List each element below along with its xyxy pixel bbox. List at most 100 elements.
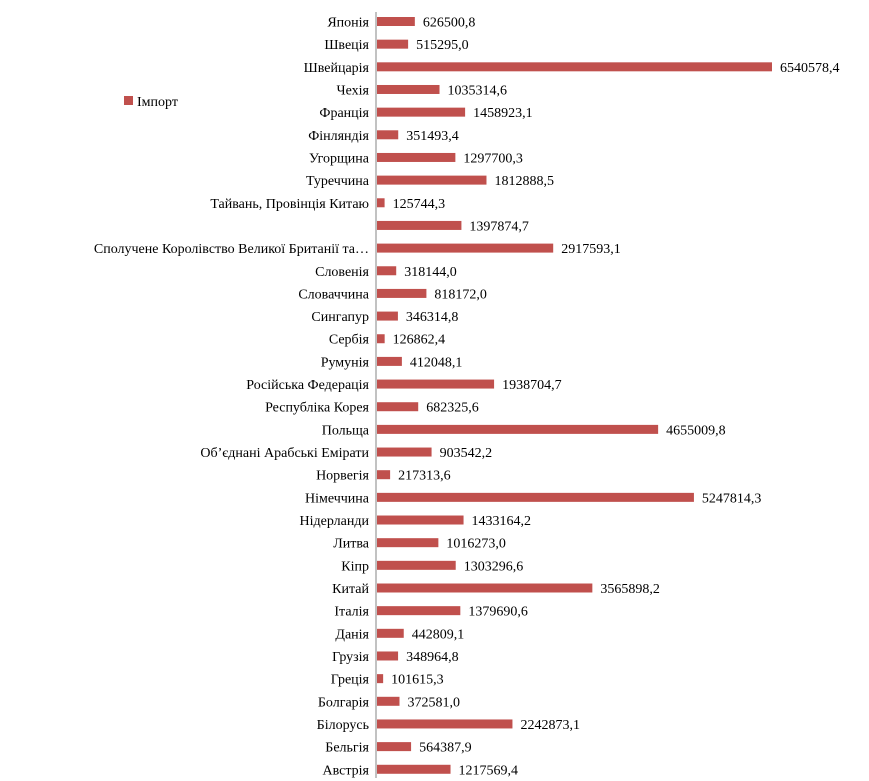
bar-value-label: 3565898,2 [600, 582, 660, 597]
bar-value-label: 1458923,1 [473, 106, 533, 121]
legend-swatch [124, 96, 133, 105]
category-label: Чехія [337, 83, 370, 98]
bar-value-label: 1217569,4 [459, 763, 519, 778]
bar-value-label: 818172,0 [434, 287, 487, 302]
bar-value-label: 5247814,3 [702, 491, 762, 506]
value-labels: 626500,8515295,06540578,41035314,6145892… [391, 16, 839, 779]
bar-value-label: 217313,6 [398, 469, 451, 484]
bar-value-label: 412048,1 [410, 355, 463, 370]
category-label: Сингапур [311, 310, 369, 325]
bar [377, 289, 426, 298]
bar [377, 40, 408, 49]
category-labels: Японія Швеція Швейцарія Чехія Франція Фінлянд… [94, 16, 370, 779]
category-label: Нідерланди [300, 514, 370, 529]
category-label: Японія [327, 16, 369, 31]
bar [377, 561, 456, 570]
bar-value-label: 564387,9 [419, 741, 472, 756]
bar-value-label: 1397874,7 [469, 219, 529, 234]
category-label: Болгарія [318, 695, 370, 710]
bar [377, 312, 398, 321]
bar [377, 176, 486, 185]
bar [377, 674, 383, 683]
bar-value-label: 4655009,8 [666, 423, 726, 438]
bar [377, 402, 418, 411]
bar-value-label: 903542,2 [440, 446, 493, 461]
category-label: Сербія [329, 333, 370, 348]
bar [377, 606, 460, 615]
bar [377, 493, 694, 502]
bar-value-label: 1303296,6 [464, 559, 523, 574]
category-label: Туреччина [306, 174, 370, 189]
bar-value-label: 1938704,7 [502, 378, 561, 393]
bar [377, 697, 400, 706]
bar-value-label: 2242873,1 [520, 718, 580, 733]
category-label: Угорщина [309, 151, 370, 166]
bar [377, 448, 432, 457]
bar [377, 198, 385, 207]
category-label: Австрія [323, 763, 370, 778]
bar [377, 538, 438, 547]
category-label: Грузія [332, 650, 369, 665]
bar-value-label: 1433164,2 [472, 514, 532, 529]
category-label: Італія [334, 605, 369, 620]
category-label: Німеччина [305, 491, 370, 506]
bar [377, 130, 398, 139]
bar-value-label: 351493,4 [406, 129, 459, 144]
category-label: Греція [331, 673, 370, 688]
bar-value-label: 125744,3 [393, 197, 446, 212]
bar [377, 742, 411, 751]
category-label: Китай [332, 582, 369, 597]
category-label: Російська Федерація [246, 378, 369, 393]
bar-value-label: 442809,1 [412, 627, 465, 642]
category-label: Фінляндія [308, 129, 369, 144]
bar [377, 651, 398, 660]
category-label: Бельгія [325, 741, 369, 756]
bar [377, 85, 440, 94]
bar [377, 334, 385, 343]
bar [377, 629, 404, 638]
bar [377, 244, 553, 253]
bar-value-label: 101615,3 [391, 673, 444, 688]
bar [377, 153, 455, 162]
bar [377, 584, 592, 593]
category-label: Румунія [321, 355, 370, 370]
bar [377, 425, 658, 434]
category-label: Франція [319, 106, 369, 121]
category-label: Швеція [324, 38, 369, 53]
bar [377, 108, 465, 117]
bar-value-label: 372581,0 [408, 695, 461, 710]
bar-value-label: 1379690,6 [468, 605, 528, 620]
category-label: Сполучене Королівство Великої Британії т… [94, 242, 369, 257]
bar-value-label: 515295,0 [416, 38, 469, 53]
bar-value-label: 6540578,4 [780, 61, 840, 76]
bar-value-label: 1035314,6 [448, 83, 508, 98]
bar [377, 62, 772, 71]
bar [377, 266, 396, 275]
category-label: Республіка Корея [265, 401, 369, 416]
category-label: Білорусь [317, 718, 369, 733]
bar [377, 380, 494, 389]
legend: Імпорт [124, 95, 178, 110]
bar [377, 470, 390, 479]
bar [377, 765, 451, 774]
bar [377, 516, 464, 525]
bar-value-label: 2917593,1 [561, 242, 621, 257]
legend-label: Імпорт [137, 95, 178, 110]
bar-value-label: 318144,0 [404, 265, 457, 280]
bar-value-label: 682325,6 [426, 401, 479, 416]
bar [377, 221, 461, 230]
category-label: Тайвань, Провінція Китаю [210, 197, 369, 212]
category-label: Словенія [315, 265, 369, 280]
bar-value-label: 126862,4 [393, 333, 446, 348]
bar-value-label: 1297700,3 [463, 151, 523, 166]
bar-value-label: 1812888,5 [494, 174, 553, 189]
bar-value-label: 348964,8 [406, 650, 459, 665]
bar [377, 357, 402, 366]
category-label: Норвегія [316, 469, 369, 484]
bar [377, 17, 415, 26]
category-label: Швейцарія [304, 61, 370, 76]
category-label: Об’єднані Арабські Емірати [200, 446, 369, 461]
category-label: Литва [333, 537, 370, 552]
